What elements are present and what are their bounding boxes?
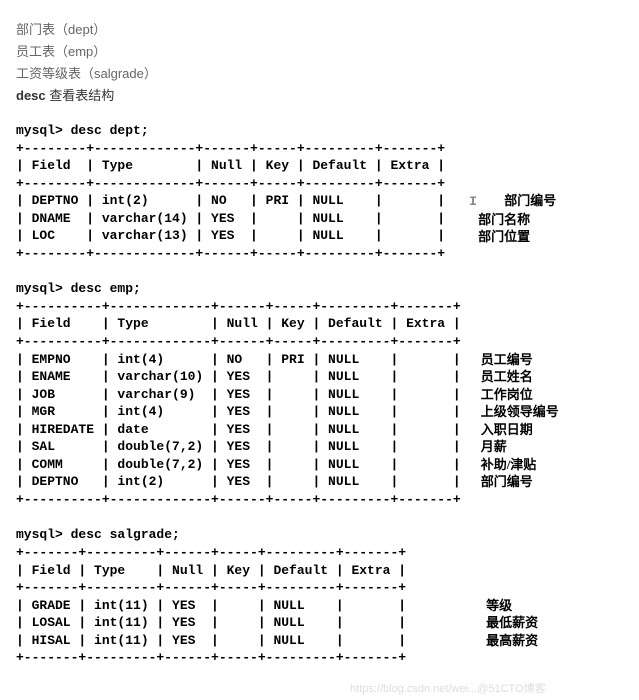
- ann: 员工编号: [481, 352, 533, 367]
- row: | MGR | int(4) | YES | | NULL | |: [16, 404, 461, 419]
- desc-text: 查看表结构: [46, 88, 115, 103]
- row: | DEPTNO | int(2) | NO | PRI | NULL | |: [16, 193, 445, 208]
- intro-line: 员工表（emp）: [16, 41, 639, 60]
- row: | LOSAL | int(11) | YES | | NULL | |: [16, 615, 406, 630]
- intro-line: 工资等级表（salgrade）: [16, 63, 639, 82]
- ann: 工作岗位: [481, 387, 533, 402]
- ann: 部门位置: [478, 229, 530, 244]
- dept-block: mysql> desc dept; +--------+------------…: [16, 122, 639, 262]
- ann: 入职日期: [481, 422, 533, 437]
- intro-line-bold: desc 查看表结构: [16, 85, 639, 104]
- emp-annotations: 员工编号 员工姓名 工作岗位 上级领导编号 入职日期 月薪 补助/津贴 部门编号: [481, 280, 559, 491]
- ann: 员工姓名: [481, 369, 533, 384]
- dept-prompt: mysql> desc dept;: [16, 123, 149, 138]
- sep: +-------+---------+------+-----+--------…: [16, 650, 406, 665]
- salgrade-prompt: mysql> desc salgrade;: [16, 527, 180, 542]
- intro-lines: 部门表（dept） 员工表（emp） 工资等级表（salgrade） desc …: [16, 19, 639, 104]
- desc-cmd: desc: [16, 88, 46, 103]
- dept-table: mysql> desc dept; +--------+------------…: [16, 122, 445, 262]
- emp-prompt: mysql> desc emp;: [16, 281, 141, 296]
- emp-block: mysql> desc emp; +----------+-----------…: [16, 280, 639, 508]
- sep: +----------+-------------+------+-----+-…: [16, 299, 461, 314]
- ann: 部门编号: [504, 193, 556, 208]
- sep: +--------+-------------+------+-----+---…: [16, 246, 445, 261]
- sep: +-------+---------+------+-----+--------…: [16, 580, 406, 595]
- header: | Field | Type | Null | Key | Default | …: [16, 158, 445, 173]
- watermark: https://blog.csdn.net/wei...@51CTO博客: [350, 680, 546, 696]
- row: | ENAME | varchar(10) | YES | | NULL | |: [16, 369, 461, 384]
- sep: +--------+-------------+------+-----+---…: [16, 176, 445, 191]
- ann: 最低薪资: [486, 615, 538, 630]
- salgrade-table: mysql> desc salgrade; +-------+---------…: [16, 526, 406, 666]
- row: | JOB | varchar(9) | YES | | NULL | |: [16, 387, 461, 402]
- ann: 等级: [486, 598, 512, 613]
- salgrade-block: mysql> desc salgrade; +-------+---------…: [16, 526, 639, 666]
- ann: 部门名称: [478, 212, 530, 227]
- row: | SAL | double(7,2) | YES | | NULL | |: [16, 439, 461, 454]
- intro-line: 部门表（dept）: [16, 19, 639, 38]
- emp-table: mysql> desc emp; +----------+-----------…: [16, 280, 461, 508]
- row: | LOC | varchar(13) | YES | | NULL | |: [16, 228, 445, 243]
- row: | DNAME | varchar(14) | YES | | NULL | |: [16, 211, 445, 226]
- ann: 上级领导编号: [481, 404, 559, 419]
- salgrade-annotations: 等级 最低薪资 最高薪资: [486, 526, 538, 649]
- row: | DEPTNO | int(2) | YES | | NULL | |: [16, 474, 461, 489]
- ann: 部门编号: [481, 474, 533, 489]
- sep: +----------+-------------+------+-----+-…: [16, 334, 461, 349]
- ann: 月薪: [481, 439, 507, 454]
- text-cursor-icon: I: [469, 194, 500, 209]
- ann: 最高薪资: [486, 633, 538, 648]
- dept-annotations: I 部门编号 部门名称 部门位置: [465, 122, 556, 246]
- header: | Field | Type | Null | Key | Default | …: [16, 316, 461, 331]
- row: | GRADE | int(11) | YES | | NULL | |: [16, 598, 406, 613]
- row: | HIREDATE | date | YES | | NULL | |: [16, 422, 461, 437]
- header: | Field | Type | Null | Key | Default | …: [16, 563, 406, 578]
- row: | COMM | double(7,2) | YES | | NULL | |: [16, 457, 461, 472]
- sep: +----------+-------------+------+-----+-…: [16, 492, 461, 507]
- ann: 补助/津贴: [481, 457, 537, 472]
- row: | HISAL | int(11) | YES | | NULL | |: [16, 633, 406, 648]
- sep: +-------+---------+------+-----+--------…: [16, 545, 406, 560]
- row: | EMPNO | int(4) | NO | PRI | NULL | |: [16, 352, 461, 367]
- sep: +--------+-------------+------+-----+---…: [16, 141, 445, 156]
